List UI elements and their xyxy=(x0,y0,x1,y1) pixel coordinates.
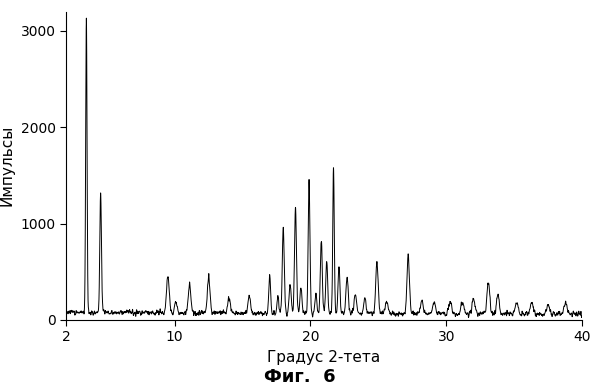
X-axis label: Градус 2-тета: Градус 2-тета xyxy=(268,350,380,365)
Y-axis label: Импульсы: Импульсы xyxy=(0,125,15,206)
Text: Фиг.  6: Фиг. 6 xyxy=(264,368,336,386)
